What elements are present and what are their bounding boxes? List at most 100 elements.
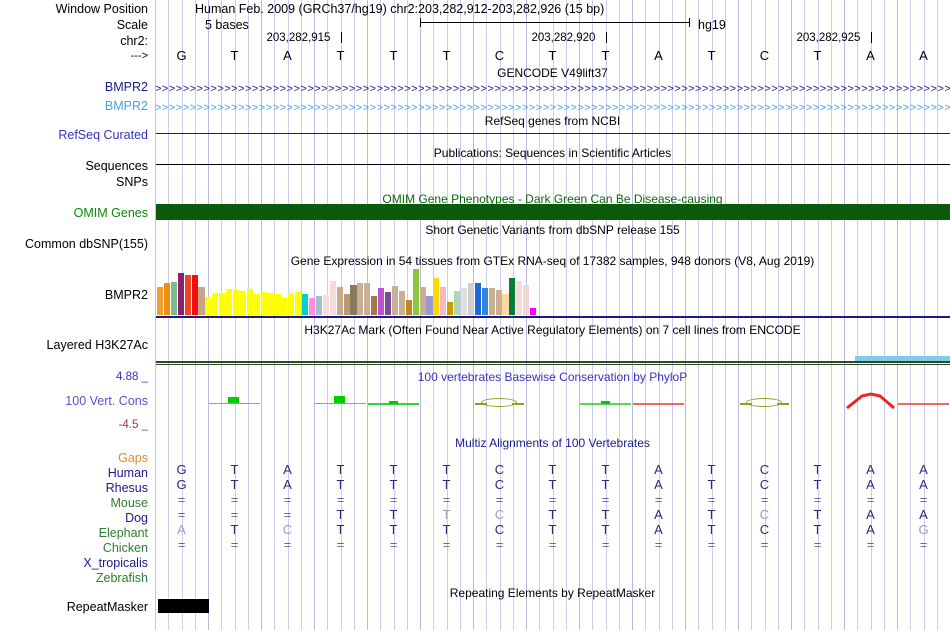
gtex-tissue-bar[interactable] xyxy=(288,293,295,315)
repeatmasker-element[interactable] xyxy=(158,599,209,613)
gtex-tissue-bar[interactable] xyxy=(191,275,198,315)
gtex-tissue-bar[interactable] xyxy=(502,294,509,315)
gtex-tissue-bar[interactable] xyxy=(281,297,288,315)
multiz-row[interactable] xyxy=(155,567,950,582)
gtex-tissue-bar[interactable] xyxy=(364,282,371,315)
conservation-mark[interactable] xyxy=(579,370,632,428)
species-label-chicken[interactable]: Chicken xyxy=(102,541,148,555)
label-common-dbsnp[interactable]: Common dbSNP(155) xyxy=(25,237,148,251)
species-label-dog[interactable]: Dog xyxy=(125,511,148,525)
conservation-mark[interactable] xyxy=(738,370,791,428)
gtex-expression-barchart[interactable] xyxy=(157,265,537,315)
gtex-tissue-bar[interactable] xyxy=(295,291,302,315)
multiz-row[interactable]: = = = = = = = = = = = = = = = xyxy=(155,492,950,507)
label-layered-h3k27ac[interactable]: Layered H3K27Ac xyxy=(46,338,148,352)
multiz-row[interactable]: = = = = = = = = = = = = = = = xyxy=(155,537,950,552)
gtex-tissue-bar[interactable] xyxy=(454,290,461,315)
label-refseq-curated[interactable]: RefSeq Curated xyxy=(58,128,148,142)
refseq-title[interactable]: RefSeq genes from NCBI xyxy=(484,114,621,128)
gtex-tissue-bar[interactable] xyxy=(440,286,447,315)
label-sequences[interactable]: Sequences xyxy=(85,159,148,173)
gtex-tissue-bar[interactable] xyxy=(391,285,398,315)
gencode-transcript-1[interactable]: >>>>>>>>>>>>>>>>>>>>>>>>>>>>>>>>>>>>>>>>… xyxy=(155,84,950,95)
gencode-title[interactable]: GENCODE V49lift37 xyxy=(497,66,608,80)
multiz-row[interactable]: = = = T T T C T T A T C T A A xyxy=(155,507,950,522)
gtex-tissue-bar[interactable] xyxy=(350,285,357,315)
gtex-tissue-bar[interactable] xyxy=(157,286,164,315)
species-label-human[interactable]: Human xyxy=(107,466,148,480)
gtex-tissue-bar[interactable] xyxy=(357,283,364,315)
gtex-tissue-bar[interactable] xyxy=(163,283,170,315)
gtex-tissue-bar[interactable] xyxy=(170,281,177,315)
label-repeatmasker[interactable]: RepeatMasker xyxy=(66,600,148,614)
gtex-tissue-bar[interactable] xyxy=(260,291,267,315)
gtex-tissue-bar[interactable] xyxy=(405,300,412,315)
species-label-x_tropicalis[interactable]: X_tropicalis xyxy=(83,556,148,570)
label-gaps[interactable]: Gaps xyxy=(118,451,148,465)
gtex-tissue-bar[interactable] xyxy=(461,287,468,315)
conservation-title[interactable]: 100 vertebrates Basewise Conservation by… xyxy=(417,370,688,384)
multiz-row[interactable] xyxy=(155,552,950,567)
gtex-tissue-bar[interactable] xyxy=(433,277,440,315)
label-gencode-bmpr2-2[interactable]: BMPR2 xyxy=(104,99,148,113)
gtex-tissue-bar[interactable] xyxy=(239,290,246,315)
gtex-tissue-bar[interactable] xyxy=(205,296,212,315)
gtex-tissue-bar[interactable] xyxy=(267,293,274,315)
gtex-tissue-bar[interactable] xyxy=(253,294,260,315)
gtex-tissue-bar[interactable] xyxy=(488,288,495,315)
label-snps[interactable]: SNPs xyxy=(116,175,148,189)
gtex-tissue-bar[interactable] xyxy=(467,283,474,315)
gtex-tissue-bar[interactable] xyxy=(246,289,253,315)
gtex-tissue-bar[interactable] xyxy=(419,286,426,315)
refseq-feature-line[interactable] xyxy=(155,133,950,134)
publications-sequences-line[interactable] xyxy=(155,164,950,165)
gencode-transcript-2[interactable]: >>>>>>>>>>>>>>>>>>>>>>>>>>>>>>>>>>>>>>>>… xyxy=(155,103,950,114)
gtex-tissue-bar[interactable] xyxy=(398,290,405,315)
species-label-rhesus[interactable]: Rhesus xyxy=(105,481,148,495)
gtex-tissue-bar[interactable] xyxy=(322,295,329,315)
dbsnp-title[interactable]: Short Genetic Variants from dbSNP releas… xyxy=(425,223,680,237)
label-omim-genes[interactable]: OMIM Genes xyxy=(73,206,148,220)
gtex-tissue-bar[interactable] xyxy=(447,301,454,315)
label-100-vert-cons[interactable]: 100 Vert. Cons xyxy=(65,394,148,408)
gtex-tissue-bar[interactable] xyxy=(329,280,336,315)
gtex-tissue-bar[interactable] xyxy=(474,282,481,315)
gtex-tissue-bar[interactable] xyxy=(226,289,233,315)
h3k27ac-title[interactable]: H3K27Ac Mark (Often Found Near Active Re… xyxy=(304,323,801,337)
gtex-tissue-bar[interactable] xyxy=(371,295,378,315)
gtex-tissue-bar[interactable] xyxy=(309,297,316,315)
gtex-tissue-bar[interactable] xyxy=(530,308,537,315)
conservation-mark[interactable] xyxy=(897,370,950,428)
gtex-tissue-bar[interactable] xyxy=(378,287,385,315)
repeatmasker-title[interactable]: Repeating Elements by RepeatMasker xyxy=(449,586,656,600)
species-label-zebrafish[interactable]: Zebrafish xyxy=(95,571,148,585)
gtex-tissue-bar[interactable] xyxy=(336,286,343,315)
gtex-title[interactable]: Gene Expression in 54 tissues from GTEx … xyxy=(290,254,815,268)
conservation-mark[interactable] xyxy=(473,370,526,428)
gtex-tissue-bar[interactable] xyxy=(426,295,433,315)
gtex-tissue-bar[interactable] xyxy=(412,269,419,315)
conservation-mark[interactable] xyxy=(367,370,420,428)
gtex-tissue-bar[interactable] xyxy=(523,285,530,315)
gtex-tissue-bar[interactable] xyxy=(212,293,219,315)
gtex-tissue-bar[interactable] xyxy=(233,290,240,315)
gtex-tissue-bar[interactable] xyxy=(495,290,502,315)
conservation-mark[interactable] xyxy=(208,370,261,428)
gtex-tissue-bar[interactable] xyxy=(302,294,309,315)
conservation-mark[interactable] xyxy=(632,370,685,428)
gtex-tissue-bar[interactable] xyxy=(274,294,281,315)
omim-gene-bar[interactable] xyxy=(155,204,950,220)
conservation-mark[interactable] xyxy=(314,370,367,428)
conservation-mark[interactable] xyxy=(844,370,897,428)
gtex-tissue-bar[interactable] xyxy=(184,275,191,315)
multiz-title[interactable]: Multiz Alignments of 100 Vertebrates xyxy=(455,436,650,450)
gtex-tissue-bar[interactable] xyxy=(509,278,516,315)
publications-title[interactable]: Publications: Sequences in Scientific Ar… xyxy=(433,146,672,160)
omim-title[interactable]: OMIM Gene Phenotypes - Dark Green Can Be… xyxy=(382,192,723,206)
gtex-tissue-bar[interactable] xyxy=(385,291,392,315)
species-label-mouse[interactable]: Mouse xyxy=(110,496,148,510)
gtex-tissue-bar[interactable] xyxy=(516,280,523,315)
gtex-tissue-bar[interactable] xyxy=(343,294,350,315)
